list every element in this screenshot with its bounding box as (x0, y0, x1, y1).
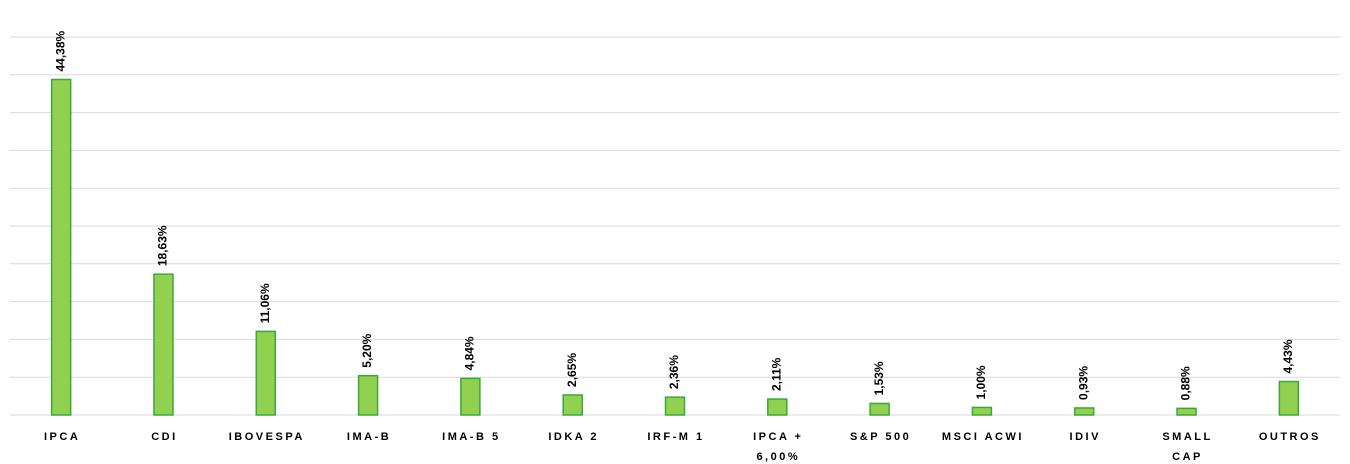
data-label: 2,36% (667, 355, 681, 389)
data-label: 1,53% (872, 361, 886, 395)
x-tick-label: IDKA 2 (548, 431, 600, 443)
x-tick-label: IBOVESPA (228, 431, 305, 443)
bar (1176, 407, 1197, 416)
bar (50, 78, 72, 416)
data-label: 11,06% (258, 283, 272, 323)
data-label: 2,65% (565, 353, 579, 387)
x-tick-label: CDI (151, 431, 178, 443)
bar (767, 398, 788, 416)
x-tick-label: IMA-B (346, 431, 392, 443)
data-label: 1,00% (974, 365, 988, 399)
data-label: 44,38% (53, 30, 67, 71)
data-label: 18,63% (156, 225, 170, 266)
bar (664, 396, 686, 416)
bar (562, 394, 583, 416)
data-label: 0,88% (1179, 366, 1193, 400)
bar (153, 273, 174, 416)
bar (460, 377, 481, 416)
x-tick-label: MSCI ACWI (941, 431, 1024, 443)
x-tick-label: OUTROS (1258, 431, 1321, 443)
bar (1278, 380, 1300, 416)
x-tick-label: IRF-M 1 (647, 431, 705, 443)
x-tick-label: S&P 500 (849, 431, 912, 443)
data-label: 2,11% (769, 357, 783, 391)
data-label: 4,84% (463, 336, 477, 370)
bar (971, 406, 993, 416)
bar (1073, 407, 1095, 416)
x-tick-label: IDIV (1069, 431, 1101, 443)
data-label: 4,43% (1281, 339, 1295, 373)
x-tick-label: IPCA + 6,00% (753, 431, 804, 463)
x-tick-label: IPCA (44, 431, 81, 443)
x-tick-label: IMA-B 5 (442, 431, 501, 443)
bar (869, 402, 890, 416)
bar (357, 374, 379, 416)
data-label: 5,20% (360, 333, 374, 367)
data-label: 0,93% (1076, 366, 1090, 400)
x-tick-label: SMALL CAP (1162, 431, 1213, 463)
bar (255, 330, 277, 416)
